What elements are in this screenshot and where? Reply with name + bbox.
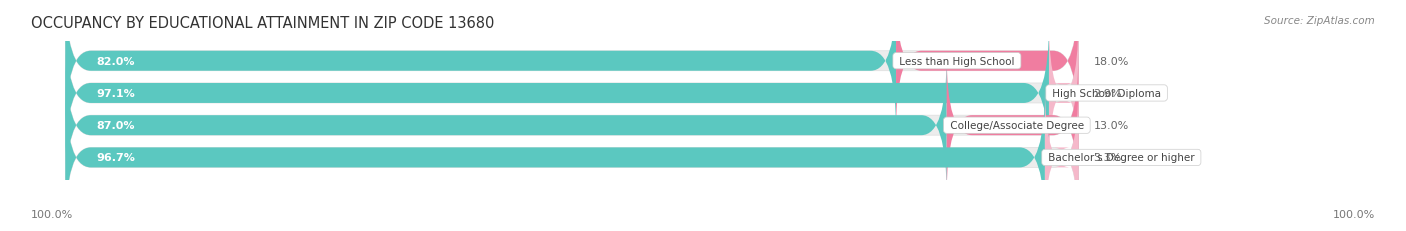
FancyBboxPatch shape [66, 55, 1078, 196]
Text: 100.0%: 100.0% [1333, 210, 1375, 219]
FancyBboxPatch shape [66, 88, 1078, 228]
Text: 100.0%: 100.0% [31, 210, 73, 219]
FancyBboxPatch shape [1049, 23, 1078, 164]
Text: Less than High School: Less than High School [896, 57, 1018, 67]
Text: 87.0%: 87.0% [96, 121, 135, 131]
Text: 97.1%: 97.1% [96, 88, 135, 99]
FancyBboxPatch shape [66, 23, 1049, 164]
FancyBboxPatch shape [946, 55, 1078, 196]
Text: High School Diploma: High School Diploma [1049, 88, 1164, 99]
Text: 13.0%: 13.0% [1094, 121, 1129, 131]
Text: Source: ZipAtlas.com: Source: ZipAtlas.com [1264, 16, 1375, 26]
FancyBboxPatch shape [66, 23, 1078, 164]
Text: 96.7%: 96.7% [96, 153, 135, 163]
FancyBboxPatch shape [66, 0, 896, 132]
Text: OCCUPANCY BY EDUCATIONAL ATTAINMENT IN ZIP CODE 13680: OCCUPANCY BY EDUCATIONAL ATTAINMENT IN Z… [31, 16, 495, 31]
FancyBboxPatch shape [66, 88, 1045, 228]
FancyBboxPatch shape [896, 0, 1078, 132]
Text: 18.0%: 18.0% [1094, 57, 1129, 67]
Text: College/Associate Degree: College/Associate Degree [946, 121, 1087, 131]
FancyBboxPatch shape [1045, 88, 1078, 228]
Text: Bachelor's Degree or higher: Bachelor's Degree or higher [1045, 153, 1198, 163]
Text: 3.3%: 3.3% [1094, 153, 1122, 163]
FancyBboxPatch shape [66, 0, 1078, 132]
Text: 82.0%: 82.0% [96, 57, 135, 67]
Text: 2.9%: 2.9% [1094, 88, 1122, 99]
FancyBboxPatch shape [66, 55, 946, 196]
